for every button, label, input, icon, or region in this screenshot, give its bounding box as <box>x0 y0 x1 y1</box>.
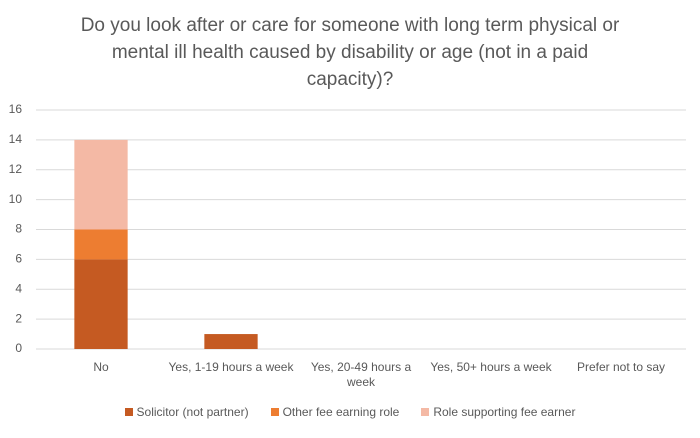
y-tick-label: 4 <box>15 281 22 295</box>
legend-label: Role supporting fee earner <box>433 405 576 419</box>
bar-segment <box>74 229 128 260</box>
legend-item: Solicitor (not partner) <box>124 405 249 419</box>
x-tick-label: Yes, 20-49 hours a week <box>310 360 412 389</box>
legend-item: Other fee earning role <box>270 405 400 419</box>
y-tick-label: 0 <box>15 341 22 355</box>
x-tick-label: No <box>93 360 109 374</box>
legend-swatch <box>270 408 279 416</box>
legend: Solicitor (not partner) Other fee earning… <box>0 405 700 419</box>
x-tick-label: Yes, 1-19 hours a week <box>168 360 294 374</box>
y-tick-label: 8 <box>15 222 22 236</box>
y-tick-label: 10 <box>9 192 23 206</box>
bar-segment <box>74 259 128 349</box>
legend-label: Other fee earning role <box>282 405 400 419</box>
legend-item: Role supporting fee earner <box>421 405 575 419</box>
x-tick-label: Prefer not to say <box>576 360 666 374</box>
y-tick-label: 12 <box>9 162 23 176</box>
x-tick-label: Yes, 50+ hours a week <box>430 360 552 374</box>
y-tick-label: 2 <box>15 311 22 325</box>
legend-swatch <box>421 408 430 416</box>
y-tick-label: 16 <box>9 102 23 116</box>
bar-segment <box>74 139 128 230</box>
bar-segment <box>204 334 258 349</box>
chart-title: Do you look after or care for someone wi… <box>80 15 620 90</box>
legend-swatch <box>124 408 133 416</box>
y-tick-label: 6 <box>15 252 22 266</box>
legend-label: Solicitor (not partner) <box>136 405 249 419</box>
y-tick-label: 14 <box>9 132 23 146</box>
